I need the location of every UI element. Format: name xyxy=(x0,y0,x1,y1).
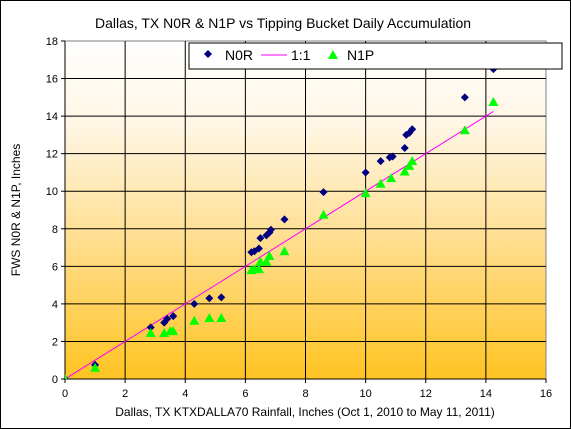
triangle-icon xyxy=(328,50,338,59)
x-tick-label: 4 xyxy=(182,388,188,400)
n1p-point xyxy=(189,315,200,325)
n0r-point xyxy=(319,188,328,197)
n1p-point xyxy=(168,326,179,336)
legend: N0R 1:1 N1P xyxy=(188,42,563,70)
legend-label-1to1: 1:1 xyxy=(291,47,311,63)
x-tick-label: 8 xyxy=(302,388,308,400)
x-tick-label: 16 xyxy=(540,388,552,400)
chart-title: Dallas, TX N0R & N1P vs Tipping Bucket D… xyxy=(95,15,471,31)
n0r-point xyxy=(254,244,263,253)
y-tick-label: 6 xyxy=(52,261,58,273)
y-tick-label: 0 xyxy=(52,374,58,386)
n1p-point xyxy=(253,264,264,274)
axes xyxy=(61,40,547,383)
n0r-point xyxy=(460,93,469,102)
diamond-icon xyxy=(204,50,212,58)
n0r-point xyxy=(361,168,370,177)
n0r-point xyxy=(266,225,275,234)
x-tick-label: 2 xyxy=(122,388,128,400)
n0r-point xyxy=(376,157,385,166)
n1p-point xyxy=(279,246,290,256)
y-tick-label: 4 xyxy=(52,299,58,311)
y-axis-label: FWS N0R & N1P, Inches xyxy=(9,144,23,277)
y-tick-label: 14 xyxy=(46,111,58,123)
n0r-point xyxy=(388,152,397,161)
x-tick-label: 12 xyxy=(420,388,432,400)
x-axis-label: Dallas, TX KTXDALLA70 Rainfall, Inches (… xyxy=(115,405,495,419)
tick-labels: 0 2 4 6 8 10 12 14 16 18 0 2 4 6 8 10 12 14 16 xyxy=(46,36,552,400)
n0r-point xyxy=(400,144,409,153)
gridlines xyxy=(65,41,546,379)
n1p-point xyxy=(404,160,415,170)
n1p-point xyxy=(407,156,418,166)
n0r-point xyxy=(163,314,172,323)
n1p-point xyxy=(216,312,227,322)
n0r-point xyxy=(280,215,289,224)
n0r-point xyxy=(217,293,226,302)
legend-item-1to1: 1:1 xyxy=(261,47,311,63)
y-tick-label: 8 xyxy=(52,224,58,236)
x-tick-label: 6 xyxy=(242,388,248,400)
n1p-point xyxy=(386,173,397,183)
n0r-point xyxy=(256,234,265,243)
y-tick-label: 2 xyxy=(52,336,58,348)
y-tick-label: 12 xyxy=(46,149,58,161)
n1p-point xyxy=(264,251,275,261)
n1p-point xyxy=(261,256,272,266)
n1p-point xyxy=(318,209,329,219)
y-tick-label: 16 xyxy=(46,74,58,86)
n0r-point xyxy=(205,294,214,303)
n1p-point xyxy=(488,97,499,107)
legend-box xyxy=(188,42,563,70)
x-tick-label: 10 xyxy=(360,388,372,400)
n1p-point xyxy=(459,125,470,135)
x-tick-label: 0 xyxy=(62,388,68,400)
n1p-point xyxy=(204,312,215,322)
n1p-point xyxy=(90,362,101,372)
n0r-point xyxy=(190,299,199,308)
n1p-point xyxy=(65,374,68,379)
legend-item-n1p: N1P xyxy=(328,47,374,63)
n0r-point xyxy=(169,312,178,321)
legend-label-n1p: N1P xyxy=(347,47,374,63)
n1p-point xyxy=(375,178,386,188)
legend-item-n0r: N0R xyxy=(204,47,253,63)
legend-label-n0r: N0R xyxy=(225,47,253,63)
y-tick-label: 10 xyxy=(46,186,58,198)
n1p-point xyxy=(145,327,156,337)
series-line-1to1 xyxy=(65,110,494,379)
n1p-point xyxy=(399,166,410,176)
data-series xyxy=(65,65,499,379)
y-tick-label: 18 xyxy=(46,36,58,48)
n0r-point xyxy=(408,125,417,134)
n1p-point xyxy=(360,188,371,198)
n0r-point xyxy=(146,323,155,332)
x-tick-label: 14 xyxy=(480,388,492,400)
